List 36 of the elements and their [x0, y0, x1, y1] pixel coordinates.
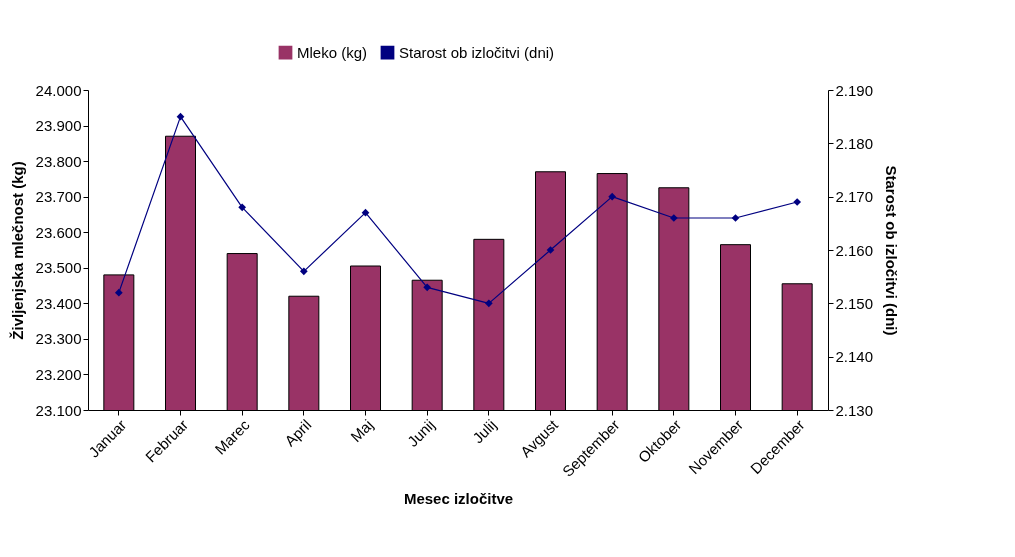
x-axis-title: Mesec izločitve — [403, 489, 514, 507]
point — [114, 288, 123, 297]
point — [669, 214, 678, 222]
y-tick-label: 23.200 — [35, 365, 82, 383]
y-tick-label: 23.600 — [35, 223, 82, 241]
y-tick-label: 23.400 — [35, 294, 82, 312]
point — [731, 214, 740, 222]
y-tick-label: 23.900 — [35, 117, 82, 135]
y2-tick-label: 2.170 — [835, 188, 874, 206]
y2-tick-label: 2.130 — [835, 401, 874, 419]
x-tick-label: Julij — [469, 416, 500, 447]
point — [546, 246, 555, 254]
y-tick-label: 23.100 — [35, 401, 82, 419]
y2-tick-label: 2.150 — [835, 294, 874, 312]
point — [238, 203, 247, 212]
y2-tick-label: 2.160 — [835, 241, 874, 259]
y-axis-title: Življenjska mlečnost (kg) — [8, 161, 26, 340]
y-tick-label: 23.700 — [35, 188, 82, 206]
y-tick-label: 24.000 — [35, 81, 82, 99]
y2-tick-label: 2.140 — [835, 348, 874, 366]
point — [361, 208, 370, 217]
point — [793, 198, 802, 206]
y2-axis-title: Starost ob izločitvi (dni) — [883, 165, 901, 336]
y-tick-label: 23.800 — [35, 152, 82, 170]
y2-tick-label: 2.180 — [835, 134, 874, 152]
point — [423, 283, 432, 292]
point — [176, 112, 185, 121]
y-tick-label: 23.300 — [35, 330, 82, 348]
y-tick-label: 23.500 — [35, 259, 82, 277]
point — [608, 192, 617, 201]
point — [299, 267, 308, 276]
legend-label: Mleko (kg) — [297, 43, 368, 61]
point — [484, 299, 493, 308]
legend-label: Starost ob izločitvi (dni) — [399, 43, 555, 61]
x-tick-label: Maj — [346, 416, 377, 446]
y2-tick-label: 2.190 — [835, 81, 874, 99]
